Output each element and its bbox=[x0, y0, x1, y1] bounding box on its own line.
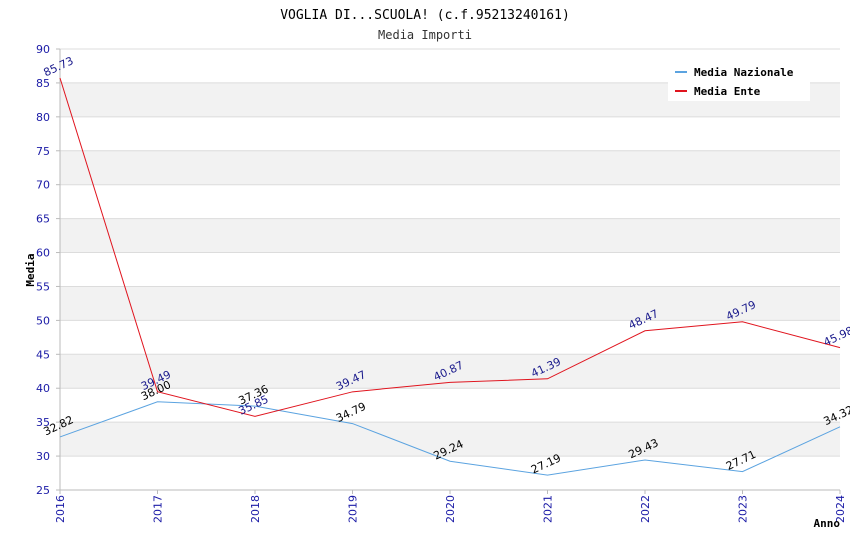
y-tick-label: 55 bbox=[36, 280, 50, 293]
y-tick-labels: 25 30 35 40 45 50 55 60 65 70 75 80 85 90 bbox=[36, 43, 50, 497]
y-tick-label: 40 bbox=[36, 382, 50, 395]
y-tick-label: 65 bbox=[36, 213, 50, 226]
data-label: 85.73 bbox=[41, 54, 75, 79]
axes bbox=[56, 48, 841, 494]
chart-title: VOGLIA DI...SCUOLA! (c.f.95213240161) bbox=[280, 8, 570, 23]
y-axis-title: Media bbox=[24, 253, 37, 286]
data-label: 45.98 bbox=[821, 324, 850, 349]
x-tick-label: 2020 bbox=[444, 495, 457, 523]
legend-label: Media Ente bbox=[694, 85, 761, 98]
series-line-2 bbox=[59, 77, 841, 417]
legend-box bbox=[668, 60, 810, 101]
x-tick-label: 2018 bbox=[249, 495, 262, 523]
grid-band bbox=[60, 150, 840, 185]
x-tick-label: 2024 bbox=[834, 495, 847, 523]
y-tick-label: 35 bbox=[36, 416, 50, 429]
y-tick-label: 30 bbox=[36, 450, 50, 463]
x-tick-label: 2017 bbox=[152, 495, 165, 523]
y-tick-label: 85 bbox=[36, 77, 50, 90]
y-tick-label: 50 bbox=[36, 314, 50, 327]
chart-subtitle: Media Importi bbox=[378, 28, 472, 42]
y-tick-label: 80 bbox=[36, 111, 50, 124]
y-tick-label: 90 bbox=[36, 43, 50, 56]
y-tick-label: 25 bbox=[36, 484, 50, 497]
grid-bands bbox=[60, 82, 840, 457]
grid-band bbox=[60, 286, 840, 321]
series-line-1 bbox=[59, 401, 841, 476]
legend: Media Nazionale Media Ente bbox=[668, 60, 810, 101]
x-tick-label: 2019 bbox=[347, 495, 360, 523]
grid-band bbox=[60, 218, 840, 253]
x-tick-label: 2022 bbox=[639, 495, 652, 523]
x-axis-title: Anno bbox=[814, 517, 841, 530]
x-tick-label: 2021 bbox=[542, 495, 555, 523]
y-tick-label: 60 bbox=[36, 247, 50, 260]
y-tick-label: 75 bbox=[36, 145, 50, 158]
legend-label: Media Nazionale bbox=[694, 66, 794, 79]
x-tick-labels: 2016 2017 2018 2019 2020 2021 2022 2023 2024 bbox=[54, 495, 847, 523]
gridlines bbox=[60, 48, 840, 457]
y-tick-label: 70 bbox=[36, 179, 50, 192]
series-lines bbox=[59, 77, 841, 476]
y-tick-label: 45 bbox=[36, 348, 50, 361]
grid-band bbox=[60, 422, 840, 457]
x-tick-label: 2023 bbox=[737, 495, 750, 523]
data-label: 34.79 bbox=[334, 400, 368, 425]
x-tick-label: 2016 bbox=[54, 495, 67, 523]
